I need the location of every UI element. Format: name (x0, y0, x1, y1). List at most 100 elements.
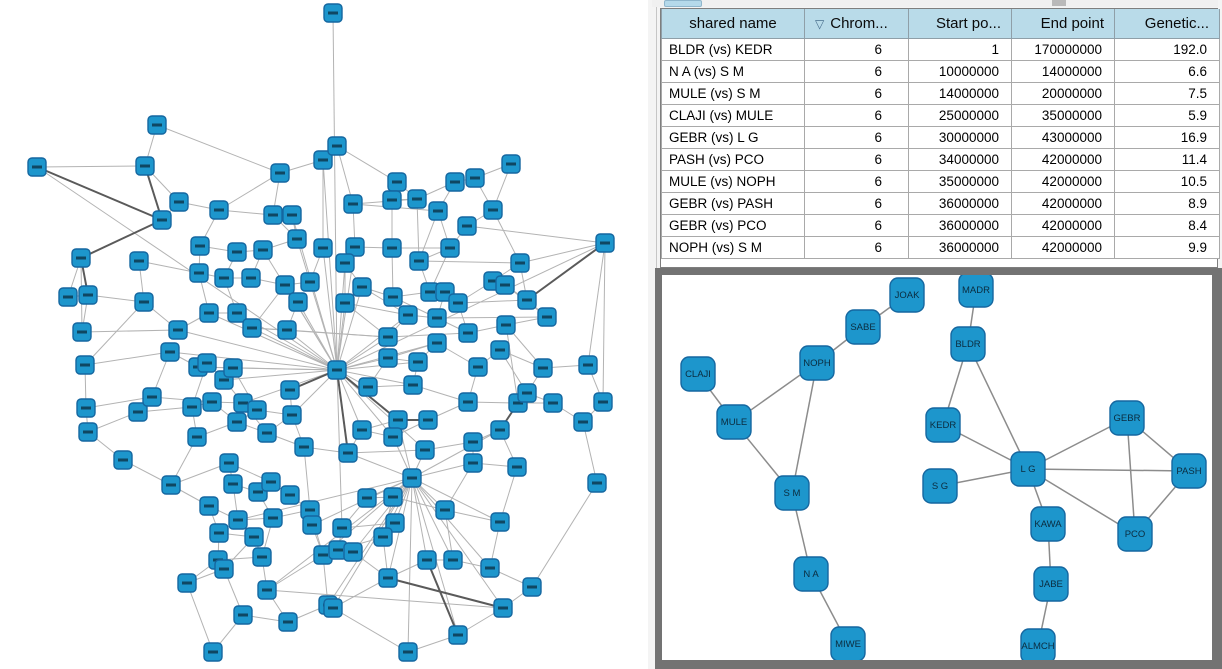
table-cell[interactable]: 6 (804, 169, 909, 193)
table-cell[interactable]: 35000000 (1011, 103, 1115, 127)
network-edge-highlighted[interactable] (80, 219, 163, 259)
table-row[interactable]: MULE (vs) S M 6 14000000 20000000 7.5 (661, 81, 1220, 105)
table-cell[interactable]: 6.6 (1114, 59, 1220, 83)
table-cell[interactable]: 30000000 (908, 125, 1012, 149)
network-node-kawa[interactable] (1030, 506, 1066, 542)
table-row[interactable]: CLAJI (vs) MULE 6 25000000 35000000 5.9 (661, 103, 1220, 127)
table-cell[interactable]: 14000000 (1011, 59, 1115, 83)
network-edge[interactable] (387, 332, 469, 338)
table-cell[interactable]: 10.5 (1114, 169, 1220, 193)
network-edge-highlighted[interactable] (36, 166, 163, 221)
network-node-bldr[interactable] (950, 326, 986, 362)
network-edge[interactable] (332, 607, 409, 653)
network-edge[interactable] (336, 369, 394, 438)
network-node-claji[interactable] (680, 356, 716, 392)
table-row[interactable]: GEBR (vs) PCO 6 36000000 42000000 8.4 (661, 213, 1220, 237)
table-cell[interactable]: 1 (908, 37, 1012, 61)
network-edge[interactable] (218, 172, 281, 211)
column-header-sharedname[interactable]: shared name (661, 9, 805, 39)
table-cell[interactable]: N A (vs) S M (661, 59, 805, 83)
network-edge[interactable] (177, 329, 338, 371)
table-cell[interactable]: 6 (804, 213, 909, 237)
network-edge[interactable] (336, 145, 398, 183)
table-cell[interactable]: 6 (804, 81, 909, 105)
main-network-panel[interactable] (0, 0, 648, 669)
table-cell[interactable]: 42000000 (1011, 147, 1115, 171)
network-edge[interactable] (336, 302, 346, 371)
network-edge[interactable] (223, 369, 338, 381)
table-cell[interactable]: 36000000 (908, 213, 1012, 237)
network-node-pash[interactable] (1171, 453, 1207, 489)
table-row[interactable]: BLDR (vs) KEDR 6 1 170000000 192.0 (661, 37, 1220, 61)
network-node-gebr[interactable] (1109, 400, 1145, 436)
network-edge-highlighted[interactable] (387, 577, 504, 609)
network-edge[interactable] (602, 242, 606, 403)
network-edge[interactable] (297, 301, 338, 371)
network-node-sm[interactable] (774, 475, 810, 511)
table-cell[interactable]: 8.9 (1114, 191, 1220, 215)
table-cell[interactable]: CLAJI (vs) MULE (661, 103, 805, 127)
network-edge[interactable] (309, 281, 338, 371)
network-edge[interactable] (232, 367, 338, 371)
network-edge[interactable] (322, 159, 338, 371)
network-edge[interactable] (436, 316, 548, 319)
main-network-canvas[interactable] (0, 0, 648, 669)
table-cell[interactable]: 20000000 (1011, 81, 1115, 105)
table-cell[interactable]: GEBR (vs) L G (661, 125, 805, 149)
network-edge-highlighted[interactable] (336, 369, 349, 454)
network-edge[interactable] (336, 262, 346, 371)
network-edge[interactable] (336, 369, 426, 451)
selected-network-panel[interactable]: CLAJI MULE NOPH SABE JOAK MADR BLDR KEDR GEBR L G… (655, 268, 1222, 669)
table-cell[interactable]: BLDR (vs) KEDR (661, 37, 805, 61)
table-row[interactable]: GEBR (vs) L G 6 30000000 43000000 16.9 (661, 125, 1220, 149)
network-edge[interactable] (531, 482, 598, 588)
network-edge[interactable] (411, 477, 491, 569)
network-edge[interactable] (336, 314, 409, 371)
network-edge[interactable] (587, 242, 606, 366)
network-edge[interactable] (84, 301, 145, 366)
table-cell[interactable]: 5.9 (1114, 103, 1220, 127)
column-header-chrom[interactable]: ▽ Chrom... (804, 9, 909, 39)
table-row[interactable]: PASH (vs) PCO 6 34000000 42000000 11.4 (661, 147, 1220, 171)
network-node-noph[interactable] (799, 345, 835, 381)
network-edge[interactable] (791, 362, 818, 494)
network-edge[interactable] (186, 582, 214, 653)
table-cell[interactable]: 6 (804, 59, 909, 83)
filter-funnel-icon[interactable]: ▽ (815, 16, 825, 31)
network-edge[interactable] (411, 477, 428, 561)
table-row[interactable]: MULE (vs) NOPH 6 35000000 42000000 10.5 (661, 169, 1220, 193)
network-edge[interactable] (466, 225, 606, 244)
table-cell[interactable]: GEBR (vs) PCO (661, 213, 805, 237)
table-cell[interactable]: 6 (804, 125, 909, 149)
network-edge[interactable] (1027, 468, 1136, 535)
table-cell[interactable]: 14000000 (908, 81, 1012, 105)
table-cell[interactable]: NOPH (vs) S M (661, 235, 805, 259)
network-edge[interactable] (81, 329, 179, 333)
table-cell[interactable]: 6 (804, 235, 909, 259)
network-node-jabe[interactable] (1033, 566, 1069, 602)
table-cell[interactable]: 35000000 (908, 169, 1012, 193)
network-edge[interactable] (169, 351, 338, 371)
network-node-almch[interactable] (1020, 628, 1056, 660)
network-edge[interactable] (336, 369, 363, 431)
table-cell[interactable]: 36000000 (908, 191, 1012, 215)
table-cell[interactable]: 170000000 (1011, 37, 1115, 61)
table-horizontal-scrollbar[interactable] (652, 0, 1218, 7)
table-cell[interactable]: 42000000 (1011, 169, 1115, 193)
table-cell[interactable]: 34000000 (908, 147, 1012, 171)
table-row[interactable]: N A (vs) S M 6 10000000 14000000 6.6 (661, 59, 1220, 83)
table-cell[interactable]: 6 (804, 103, 909, 127)
table-cell[interactable]: 42000000 (1011, 191, 1115, 215)
network-edge[interactable] (336, 286, 363, 371)
table-cell[interactable]: 11.4 (1114, 147, 1220, 171)
network-edge[interactable] (36, 165, 146, 168)
network-edge[interactable] (322, 247, 338, 371)
network-edge[interactable] (85, 396, 153, 409)
column-header-endpoint[interactable]: End point (1011, 9, 1115, 39)
column-header-genetic[interactable]: Genetic... (1114, 9, 1220, 39)
table-cell[interactable]: 8.4 (1114, 213, 1220, 237)
network-edge[interactable] (505, 324, 519, 404)
table-cell[interactable]: 16.9 (1114, 125, 1220, 149)
network-edge[interactable] (418, 260, 521, 264)
table-row[interactable]: NOPH (vs) S M 6 36000000 42000000 9.9 (661, 235, 1220, 259)
